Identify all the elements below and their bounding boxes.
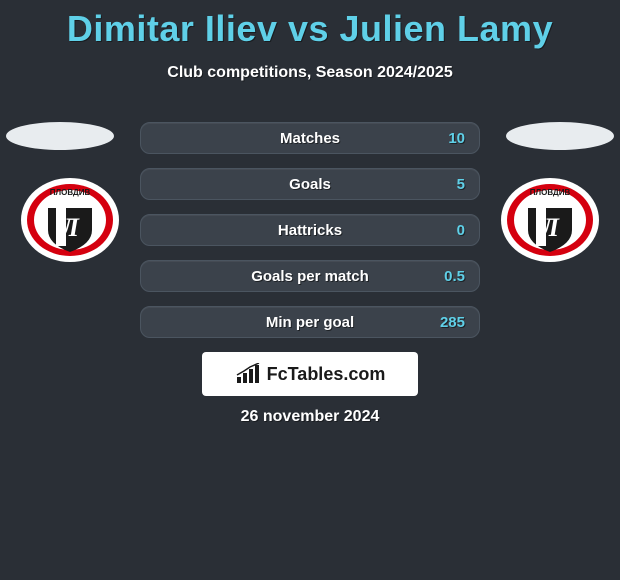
stat-value: 10 <box>448 130 465 147</box>
stat-row: Min per goal 285 <box>140 306 480 338</box>
club-badge-icon: ПЛОВДИВ Л <box>20 178 120 264</box>
svg-text:ПЛОВДИВ: ПЛОВДИВ <box>50 188 91 197</box>
stat-label: Goals <box>141 176 479 193</box>
subtitle: Club competitions, Season 2024/2025 <box>0 64 620 82</box>
stat-value: 0 <box>457 222 465 239</box>
stat-row: Goals 5 <box>140 168 480 200</box>
stat-value: 285 <box>440 314 465 331</box>
stat-label: Goals per match <box>141 268 479 285</box>
stat-label: Matches <box>141 130 479 147</box>
stat-row: Goals per match 0.5 <box>140 260 480 292</box>
svg-text:ПЛОВДИВ: ПЛОВДИВ <box>530 188 571 197</box>
club-badge-icon: ПЛОВДИВ Л <box>500 178 600 264</box>
stat-label: Min per goal <box>141 314 479 331</box>
page-title: Dimitar Iliev vs Julien Lamy <box>0 0 620 50</box>
svg-text:Л: Л <box>60 213 80 242</box>
stat-value: 0.5 <box>444 268 465 285</box>
stat-row: Matches 10 <box>140 122 480 154</box>
brand-box: FcTables.com <box>202 352 418 396</box>
stat-row: Hattricks 0 <box>140 214 480 246</box>
stat-value: 5 <box>457 176 465 193</box>
brand-label: FcTables.com <box>267 364 386 385</box>
club-badge-left: ПЛОВДИВ Л <box>20 178 120 264</box>
stats-table: Matches 10 Goals 5 Hattricks 0 Goals per… <box>140 122 480 352</box>
bar-chart-icon <box>235 363 261 385</box>
svg-text:Л: Л <box>540 213 560 242</box>
player-avatar-right <box>506 122 614 150</box>
player-avatar-left <box>6 122 114 150</box>
stat-label: Hattricks <box>141 222 479 239</box>
date-label: 26 november 2024 <box>0 408 620 426</box>
club-badge-right: ПЛОВДИВ Л <box>500 178 600 264</box>
